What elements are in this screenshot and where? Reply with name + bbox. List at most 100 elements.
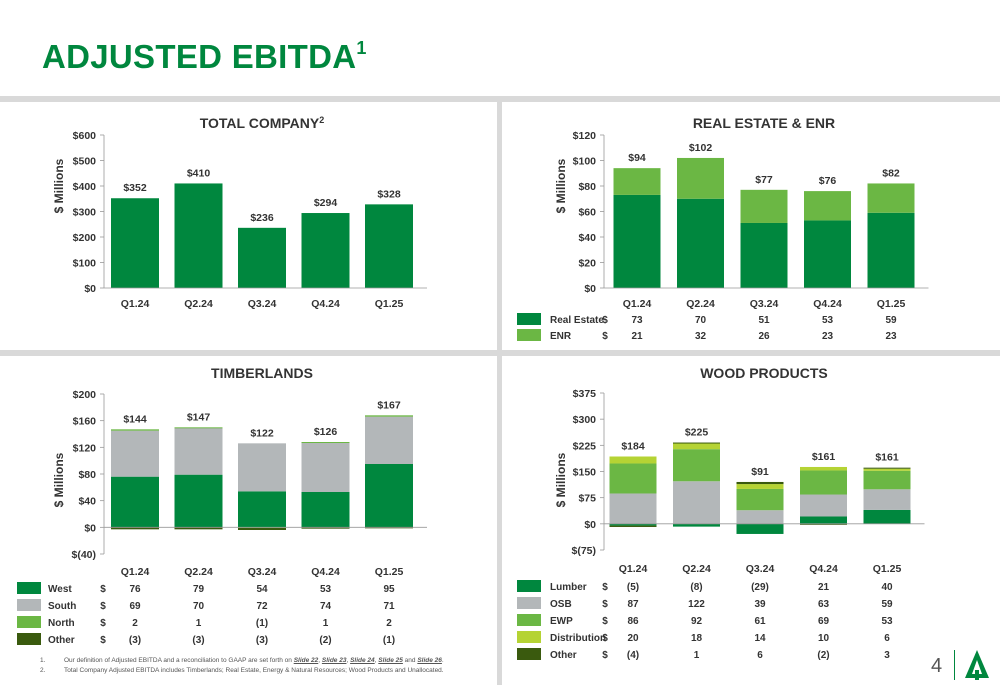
bar-west bbox=[174, 474, 223, 528]
x-tick-label: Q1.25 bbox=[877, 298, 906, 310]
y-axis-label: $ Millions bbox=[52, 452, 66, 507]
y-tick-label: $(75) bbox=[571, 545, 596, 557]
legend-value-north: 1 bbox=[196, 618, 202, 629]
tree-icon bbox=[965, 650, 989, 680]
legend-currency-symbol: $ bbox=[602, 650, 608, 661]
x-tick-label: Q1.24 bbox=[121, 566, 150, 578]
legend-currency-symbol: $ bbox=[100, 601, 106, 612]
legend-swatch-distribution bbox=[517, 631, 541, 643]
legend-label-south: South bbox=[48, 601, 76, 612]
legend-swatch-enr bbox=[517, 329, 541, 341]
x-tick-label: Q1.25 bbox=[873, 563, 902, 575]
data-label: $167 bbox=[377, 399, 401, 411]
x-tick-label: Q1.25 bbox=[375, 298, 404, 310]
bar-ewp bbox=[736, 488, 784, 511]
bar-north bbox=[174, 427, 223, 429]
bar-south bbox=[238, 443, 286, 492]
legend-value-other: (3) bbox=[192, 635, 204, 646]
bar-distribution bbox=[673, 442, 720, 450]
slide-24-link[interactable]: Slide 24 bbox=[350, 657, 375, 664]
chart-title-footnote-marker: 2 bbox=[319, 115, 324, 125]
legend-value-ewp: 61 bbox=[754, 616, 766, 627]
data-label: $410 bbox=[187, 167, 211, 179]
y-tick-label: $600 bbox=[73, 130, 97, 142]
bar-enr bbox=[677, 157, 724, 199]
legend-label-distribution: Distribution bbox=[550, 633, 606, 644]
data-label: $236 bbox=[250, 212, 274, 224]
legend-value-north: 2 bbox=[132, 618, 138, 629]
legend-value-west: 53 bbox=[320, 584, 332, 595]
legend-swatch-south bbox=[17, 599, 41, 611]
y-tick-label: $200 bbox=[73, 389, 97, 401]
x-tick-label: Q2.24 bbox=[184, 566, 213, 578]
bar-distribution bbox=[609, 456, 657, 464]
data-label: $122 bbox=[250, 427, 274, 439]
bar-other bbox=[365, 527, 413, 529]
y-tick-label: $0 bbox=[84, 522, 96, 534]
y-tick-label: $(40) bbox=[71, 549, 96, 561]
data-label: $225 bbox=[685, 427, 709, 439]
y-tick-label: $150 bbox=[573, 467, 597, 479]
bar-enr bbox=[867, 183, 915, 213]
legend-value-real-estate: 53 bbox=[822, 315, 834, 326]
real-estate-enr-chart: REAL ESTATE & ENR $ Millions $0 $20 $40 $60 $8… bbox=[517, 115, 929, 342]
data-label: $294 bbox=[314, 197, 338, 209]
legend-value-real-estate: 73 bbox=[631, 315, 643, 326]
bar-real-estate bbox=[613, 194, 661, 288]
x-tick-label: Q4.24 bbox=[809, 563, 838, 575]
legend-value-enr: 26 bbox=[758, 331, 770, 342]
y-tick-label: $100 bbox=[573, 156, 597, 168]
data-label: $126 bbox=[314, 426, 338, 438]
bar-other bbox=[111, 527, 159, 530]
legend-value-other: 3 bbox=[884, 650, 890, 661]
y-tick-label: $400 bbox=[73, 181, 97, 193]
total-company-chart: TOTAL COMPANY2 $ Millions $0 $100 $200 $300 $4… bbox=[52, 115, 427, 310]
legend-value-other: (2) bbox=[319, 635, 331, 646]
bar-south bbox=[301, 442, 350, 492]
legend-label-osb: OSB bbox=[550, 599, 572, 610]
slide-26-link[interactable]: Slide 26 bbox=[417, 657, 442, 664]
bar-south bbox=[174, 428, 223, 475]
legend-value-lumber: 40 bbox=[881, 582, 893, 593]
legend-value-lumber: (29) bbox=[751, 582, 769, 593]
slide-25-link[interactable]: Slide 25 bbox=[378, 657, 403, 664]
bar-real-estate bbox=[677, 198, 724, 288]
data-label: $102 bbox=[689, 142, 713, 154]
data-label: $76 bbox=[819, 175, 837, 187]
legend-value-other: 6 bbox=[757, 650, 763, 661]
timberlands-chart: TIMBERLANDS $ Millions $(40) $0 $40 $80 $120 $1… bbox=[17, 365, 427, 646]
footnotes: 1. Our definition of Adjusted EBITDA and… bbox=[40, 656, 444, 676]
legend-value-other: (4) bbox=[627, 650, 639, 661]
bar-north bbox=[111, 429, 159, 431]
wood-products-chart: WOOD PRODUCTS $ Millions $(75) $0 $75 $150 $22… bbox=[517, 365, 925, 661]
slide-22-link[interactable]: Slide 22 bbox=[293, 657, 319, 664]
legend-value-enr: 23 bbox=[822, 331, 834, 342]
legend-value-other: (2) bbox=[817, 650, 829, 661]
bar-west bbox=[301, 492, 350, 528]
legend-value-north: 1 bbox=[323, 618, 329, 629]
bar-real-estate bbox=[804, 220, 851, 288]
x-tick-label: Q4.24 bbox=[311, 566, 340, 578]
bar-west bbox=[365, 464, 413, 528]
legend-value-ewp: 92 bbox=[691, 616, 703, 627]
y-axis-label: $ Millions bbox=[52, 158, 66, 213]
bar-enr bbox=[613, 168, 661, 195]
footnote-2: 2. Total Company Adjusted EBITDA include… bbox=[40, 667, 444, 674]
y-tick-label: $120 bbox=[73, 442, 97, 454]
legend-value-lumber: (8) bbox=[690, 582, 702, 593]
legend-value-lumber: (5) bbox=[627, 582, 639, 593]
bar-north bbox=[301, 442, 350, 443]
bar-other bbox=[174, 527, 223, 530]
legend-value-south: 69 bbox=[129, 601, 141, 612]
bar-north bbox=[365, 415, 413, 417]
data-label: $161 bbox=[812, 451, 836, 463]
bar-osb bbox=[673, 481, 720, 524]
legend-value-south: 72 bbox=[256, 601, 268, 612]
legend-value-ewp: 53 bbox=[881, 616, 893, 627]
slide-23-link[interactable]: Slide 23 bbox=[321, 657, 347, 664]
data-label: $352 bbox=[123, 182, 147, 194]
legend-value-osb: 87 bbox=[627, 599, 639, 610]
legend-label-north: North bbox=[48, 618, 75, 629]
bar-osb bbox=[800, 494, 847, 517]
legend-value-ewp: 86 bbox=[627, 616, 639, 627]
